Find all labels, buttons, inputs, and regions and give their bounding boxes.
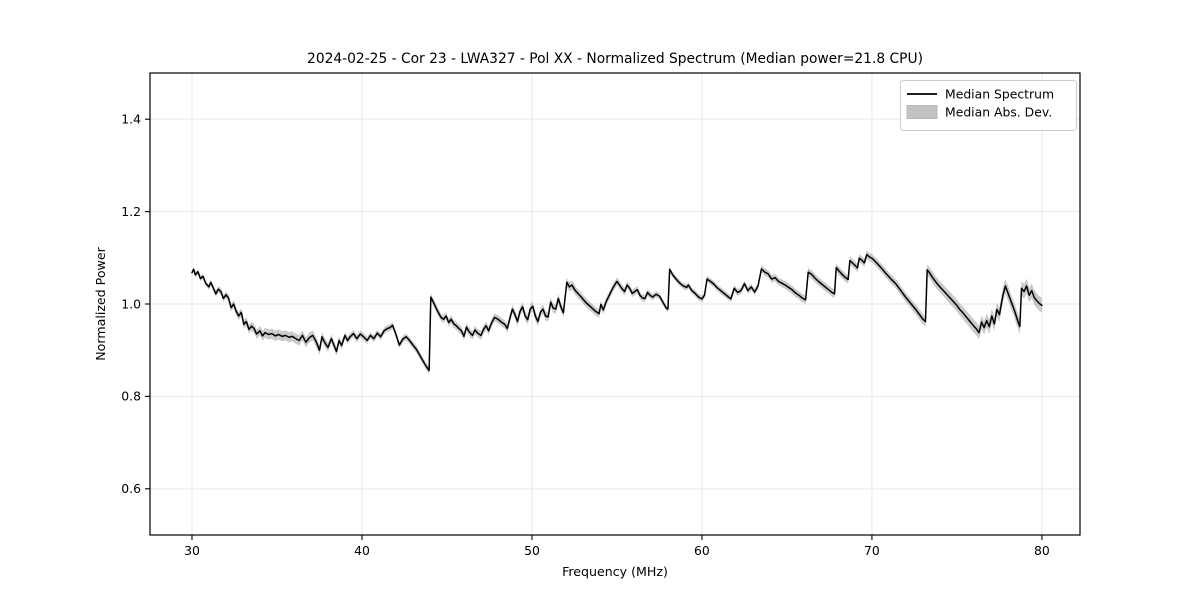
x-tick-label: 70: [864, 543, 880, 558]
y-tick-label: 1.0: [121, 296, 141, 311]
y-tick-label: 1.2: [121, 204, 141, 219]
legend-label-median-spectrum: Median Spectrum: [945, 87, 1054, 102]
mad-band: [191, 250, 1042, 375]
x-axis-label: Frequency (MHz): [562, 564, 668, 579]
legend: Median Spectrum Median Abs. Dev.: [900, 80, 1077, 131]
x-tick-label: 50: [524, 543, 540, 558]
y-tick-label: 0.6: [121, 481, 141, 496]
grid-layer: [150, 73, 1080, 535]
x-tick-label: 60: [694, 543, 710, 558]
y-tick-label: 0.8: [121, 389, 141, 404]
data-layer: [191, 250, 1043, 375]
x-tick-label: 30: [184, 543, 200, 558]
y-axis-label: Normalized Power: [93, 246, 108, 360]
legend-band-sample: [906, 105, 938, 119]
legend-box: [900, 80, 1077, 131]
legend-label-median-abs-dev: Median Abs. Dev.: [945, 105, 1052, 120]
median-spectrum-line: [191, 253, 1043, 372]
chart-title: 2024-02-25 - Cor 23 - LWA327 - Pol XX - …: [307, 51, 923, 67]
y-tick-label: 1.4: [121, 112, 141, 127]
tick-layer: 30 40 50 60 70 80 0.6 0.8 1.0 1.2 1.4: [121, 112, 1050, 559]
x-tick-label: 80: [1034, 543, 1050, 558]
x-tick-label: 40: [354, 543, 370, 558]
